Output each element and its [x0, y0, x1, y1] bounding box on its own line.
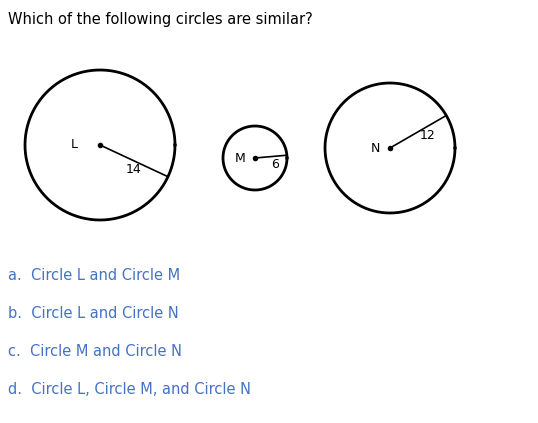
- Text: a.  Circle L and Circle M: a. Circle L and Circle M: [8, 268, 180, 283]
- Text: M: M: [234, 151, 245, 165]
- Text: 6: 6: [271, 158, 279, 171]
- Text: 14: 14: [126, 163, 142, 176]
- Text: d.  Circle L, Circle M, and Circle N: d. Circle L, Circle M, and Circle N: [8, 382, 251, 397]
- Text: Which of the following circles are similar?: Which of the following circles are simil…: [8, 12, 313, 27]
- Text: N: N: [371, 142, 380, 154]
- Text: c.  Circle M and Circle N: c. Circle M and Circle N: [8, 344, 182, 359]
- Text: L: L: [71, 138, 78, 151]
- Text: b.  Circle L and Circle N: b. Circle L and Circle N: [8, 306, 179, 321]
- Text: 12: 12: [420, 129, 436, 142]
